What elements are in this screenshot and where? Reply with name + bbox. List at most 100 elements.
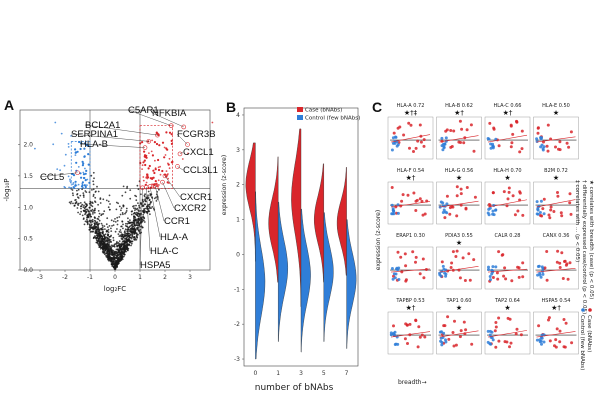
volcano-point: [136, 224, 139, 227]
volcano-point: [141, 164, 144, 167]
volcano-point-down: [86, 144, 89, 147]
gene-label-leader: [84, 124, 158, 136]
labeled-gene-marker: [185, 142, 190, 147]
small-panel-title: HSPA5 0.54: [542, 298, 571, 304]
volcano-point-down: [87, 163, 90, 166]
case-point: [423, 335, 427, 339]
violin-control-half: [278, 201, 289, 342]
case-point: [555, 260, 559, 264]
volcano-point: [82, 196, 85, 198]
case-point: [517, 275, 521, 279]
volcano-point: [110, 219, 113, 222]
case-point: [554, 145, 557, 149]
volcano-point: [97, 210, 100, 212]
volcano-point: [122, 236, 125, 239]
violin-legend: Case (bNAbs) Control (few bNAbs): [297, 107, 360, 122]
volcano-point: [137, 226, 140, 229]
volcano-points: [34, 121, 214, 271]
volcano-point: [72, 182, 75, 184]
fit-line: [536, 199, 576, 208]
case-point: [422, 144, 426, 148]
case-point: [443, 324, 447, 328]
volcano-point: [137, 233, 139, 236]
control-point: [536, 212, 540, 216]
gene-label: HSPA5: [140, 260, 170, 271]
panel-letter-a: A: [4, 97, 14, 113]
case-point: [520, 147, 524, 151]
volcano-point: [99, 244, 102, 247]
volcano-point: [92, 183, 95, 186]
control-point: [393, 276, 397, 280]
control-point: [542, 212, 546, 216]
case-point: [548, 339, 552, 343]
volcano-point: [114, 221, 117, 223]
volcano-point: [86, 178, 89, 181]
volcano-point: [146, 196, 149, 198]
volcano-point: [114, 218, 116, 220]
case-point: [448, 212, 452, 216]
volcano-point: [106, 226, 109, 229]
small-panel-hla-g: HLA-G 0.56★: [436, 168, 482, 225]
volcano-point: [129, 219, 131, 222]
volcano-point: [90, 230, 93, 233]
control-point: [490, 268, 494, 272]
volcano-point: [150, 207, 152, 210]
volcano-point: [117, 258, 119, 261]
volcano-point: [101, 239, 103, 242]
violin-control-half: [346, 219, 357, 349]
volcano-point: [129, 240, 132, 243]
volcano-point: [133, 230, 135, 232]
volcano-xtick-label: -2: [62, 274, 68, 281]
gene-label-leader: [151, 112, 184, 128]
case-point: [392, 324, 395, 328]
volcano-point: [138, 213, 141, 215]
volcano-point: [114, 230, 117, 233]
volcano-point: [79, 213, 81, 216]
labeled-gene-marker: [181, 124, 187, 130]
volcano-point: [121, 248, 124, 251]
case-point: [408, 322, 412, 326]
case-point: [521, 275, 525, 279]
control-point: [486, 137, 490, 140]
volcano-point: [120, 207, 123, 210]
case-point: [422, 276, 426, 280]
volcano-point: [94, 207, 96, 210]
volcano-point: [74, 202, 77, 205]
significance-marks: ★: [456, 174, 462, 182]
volcano-point: [132, 236, 135, 239]
volcano-point: [123, 248, 126, 250]
volcano-point: [126, 232, 129, 235]
volcano-point: [135, 204, 137, 207]
volcano-point: [118, 240, 121, 243]
small-panel-frame: [533, 246, 579, 290]
volcano-point: [129, 189, 132, 192]
volcano-point-up: [147, 176, 150, 179]
control-point: [445, 202, 449, 206]
volcano-point: [117, 202, 119, 205]
volcano-point-up: [155, 142, 159, 146]
volcano-point-down: [84, 179, 87, 182]
gene-label: NFKBIA: [152, 108, 187, 119]
volcano-point: [110, 253, 113, 255]
volcano-point: [131, 233, 134, 236]
volcano-point: [101, 226, 104, 229]
volcano-point: [64, 186, 67, 189]
volcano-point: [113, 256, 116, 258]
control-point: [538, 211, 542, 214]
case-point: [537, 324, 541, 328]
volcano-point: [85, 210, 88, 213]
volcano-point: [119, 213, 122, 216]
volcano-point: [106, 254, 109, 257]
control-point: [444, 268, 448, 272]
control-point: [535, 140, 539, 143]
case-point: [508, 345, 511, 349]
volcano-point: [105, 223, 108, 226]
control-point: [394, 342, 398, 346]
labeled-gene-marker: [168, 123, 174, 128]
volcano-point: [92, 188, 95, 191]
case-point: [416, 345, 420, 349]
case-point: [505, 204, 509, 208]
case-point: [414, 260, 417, 264]
volcano-point: [76, 189, 78, 192]
control-point: [536, 205, 540, 209]
